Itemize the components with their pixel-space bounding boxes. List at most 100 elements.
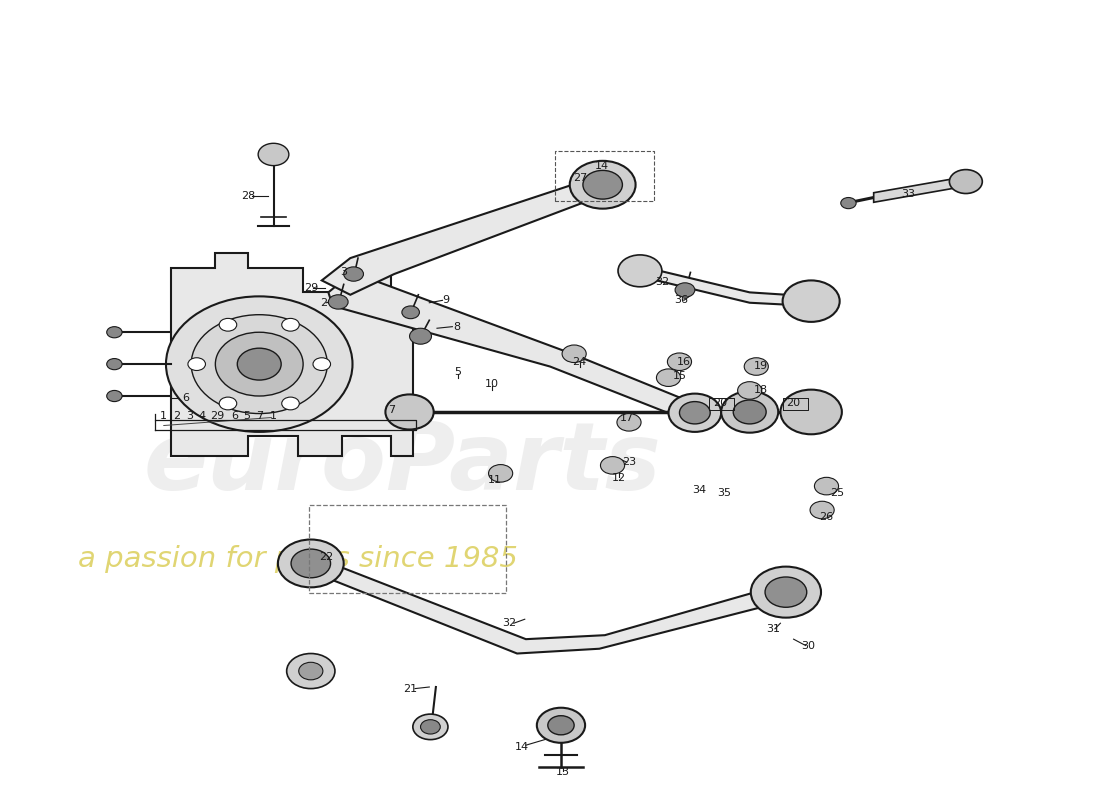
Circle shape bbox=[292, 549, 331, 578]
Circle shape bbox=[537, 708, 585, 743]
Circle shape bbox=[219, 318, 236, 331]
Text: 7: 7 bbox=[255, 411, 263, 421]
Text: 17: 17 bbox=[619, 414, 634, 423]
Circle shape bbox=[657, 369, 681, 386]
Circle shape bbox=[343, 267, 363, 282]
Circle shape bbox=[238, 348, 282, 380]
Text: 27: 27 bbox=[573, 174, 587, 183]
Circle shape bbox=[488, 465, 513, 482]
Circle shape bbox=[840, 198, 856, 209]
Text: 6: 6 bbox=[183, 394, 189, 403]
Text: 11: 11 bbox=[488, 474, 502, 485]
Polygon shape bbox=[329, 273, 702, 419]
Text: 23: 23 bbox=[621, 457, 636, 467]
Text: 8: 8 bbox=[453, 322, 460, 332]
Text: euroParts: euroParts bbox=[144, 418, 662, 510]
Text: 12: 12 bbox=[612, 473, 626, 483]
Circle shape bbox=[287, 654, 334, 689]
Text: 33: 33 bbox=[901, 190, 915, 199]
Circle shape bbox=[722, 391, 778, 433]
Circle shape bbox=[420, 720, 440, 734]
Circle shape bbox=[166, 296, 352, 432]
Text: 10: 10 bbox=[485, 379, 498, 389]
Circle shape bbox=[617, 414, 641, 431]
Text: 34: 34 bbox=[692, 485, 706, 495]
Circle shape bbox=[191, 314, 328, 414]
Text: 5: 5 bbox=[454, 367, 461, 377]
Polygon shape bbox=[322, 178, 614, 294]
Text: 18: 18 bbox=[754, 386, 768, 395]
Circle shape bbox=[668, 353, 692, 370]
Text: 9: 9 bbox=[442, 295, 449, 306]
Text: 25: 25 bbox=[830, 488, 845, 498]
Text: a passion for parts since 1985: a passion for parts since 1985 bbox=[78, 546, 518, 574]
Circle shape bbox=[738, 382, 762, 399]
Text: 4: 4 bbox=[199, 411, 206, 421]
Text: 28: 28 bbox=[241, 191, 255, 201]
Circle shape bbox=[107, 390, 122, 402]
Text: 22: 22 bbox=[319, 552, 333, 562]
Circle shape bbox=[766, 577, 806, 607]
Circle shape bbox=[258, 143, 289, 166]
Text: 2: 2 bbox=[174, 411, 180, 421]
Text: 20: 20 bbox=[713, 398, 727, 408]
Text: 19: 19 bbox=[754, 361, 768, 370]
Text: 29: 29 bbox=[304, 283, 318, 294]
Text: 36: 36 bbox=[674, 295, 689, 306]
Circle shape bbox=[583, 170, 623, 199]
Polygon shape bbox=[873, 177, 965, 202]
Text: 5: 5 bbox=[244, 411, 251, 421]
Text: 15: 15 bbox=[672, 371, 686, 381]
Text: 6: 6 bbox=[232, 411, 239, 421]
Circle shape bbox=[107, 358, 122, 370]
Circle shape bbox=[385, 394, 433, 430]
Text: 21: 21 bbox=[404, 683, 418, 694]
Circle shape bbox=[216, 332, 304, 396]
Text: 16: 16 bbox=[676, 357, 691, 366]
Text: 14: 14 bbox=[515, 742, 528, 752]
Text: 13: 13 bbox=[557, 767, 570, 778]
Text: 1: 1 bbox=[270, 411, 277, 421]
Text: 3: 3 bbox=[187, 411, 194, 421]
Circle shape bbox=[745, 358, 768, 375]
Circle shape bbox=[734, 400, 767, 424]
Circle shape bbox=[329, 294, 348, 309]
Polygon shape bbox=[640, 266, 811, 306]
Circle shape bbox=[669, 394, 722, 432]
Circle shape bbox=[675, 283, 695, 297]
Text: 30: 30 bbox=[801, 641, 815, 650]
Text: 14: 14 bbox=[594, 162, 608, 171]
Circle shape bbox=[299, 662, 323, 680]
Circle shape bbox=[314, 358, 331, 370]
Circle shape bbox=[548, 716, 574, 735]
Polygon shape bbox=[172, 253, 412, 456]
Circle shape bbox=[219, 397, 236, 410]
Text: 1: 1 bbox=[161, 411, 167, 421]
Circle shape bbox=[601, 457, 625, 474]
Circle shape bbox=[282, 397, 299, 410]
Circle shape bbox=[278, 539, 343, 587]
Text: 2: 2 bbox=[320, 298, 328, 308]
Circle shape bbox=[814, 478, 838, 495]
Circle shape bbox=[402, 306, 419, 318]
Text: 35: 35 bbox=[717, 488, 732, 498]
Text: 32: 32 bbox=[654, 277, 669, 287]
Circle shape bbox=[562, 345, 586, 362]
Circle shape bbox=[188, 358, 206, 370]
Text: 3: 3 bbox=[340, 267, 348, 278]
Circle shape bbox=[107, 326, 122, 338]
Circle shape bbox=[680, 402, 711, 424]
Text: 32: 32 bbox=[503, 618, 517, 628]
Text: 7: 7 bbox=[388, 405, 396, 414]
Circle shape bbox=[810, 502, 834, 518]
Text: 20: 20 bbox=[786, 398, 801, 408]
Circle shape bbox=[570, 161, 636, 209]
Circle shape bbox=[409, 328, 431, 344]
Circle shape bbox=[782, 281, 839, 322]
Circle shape bbox=[949, 170, 982, 194]
Text: 31: 31 bbox=[766, 624, 780, 634]
Text: 29: 29 bbox=[210, 411, 224, 421]
Circle shape bbox=[412, 714, 448, 740]
Polygon shape bbox=[311, 555, 785, 654]
Text: 24: 24 bbox=[572, 357, 586, 366]
